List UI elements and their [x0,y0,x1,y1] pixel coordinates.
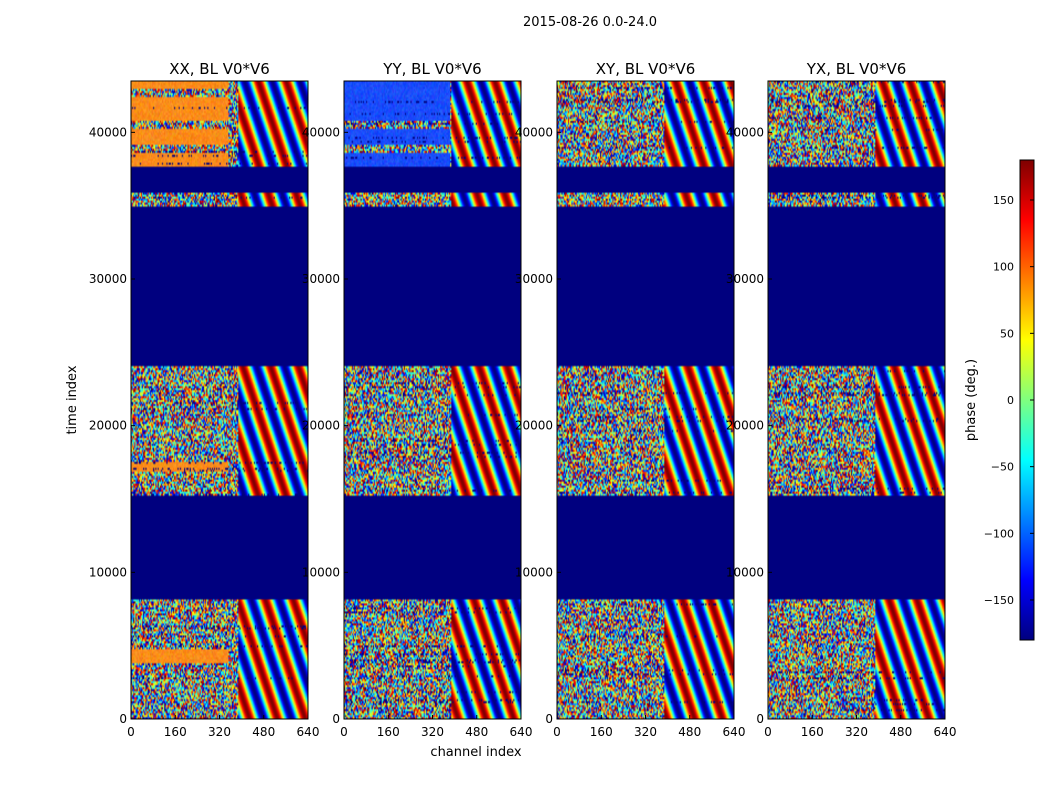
panel-title: XX, BL V0*V6 [169,60,270,78]
x-tick-label: 0 [340,725,348,739]
colorbar-label: phase (deg.) [964,359,979,441]
x-tick-label: 640 [297,725,320,739]
x-tick-label: 320 [634,725,657,739]
panel-title: YY, BL V0*V6 [382,60,481,78]
x-tick-label: 640 [510,725,533,739]
panels: XX, BL V0*V6 0 160 320 480 640 0 10000 20000 3000… [89,60,957,739]
panel-2: XY, BL V0*V6 0 160 320 480 640 0 10000 20000 3000… [515,60,746,739]
y-tick-label: 0 [332,712,340,726]
colorbar-tick-label: −150 [984,594,1014,607]
colorbar: 150 100 50 0 −50 −100 −150 phase (deg.) [964,159,1035,641]
y-tick-label: 40000 [89,125,127,139]
y-axis-label: time index [65,365,80,434]
y-tick-label: 10000 [89,565,127,579]
y-tick-label: 10000 [515,565,553,579]
panel-title: YX, BL V0*V6 [806,60,907,78]
panel-title: XY, BL V0*V6 [596,60,696,78]
y-tick-label: 10000 [302,565,340,579]
heatmap-image [557,81,734,719]
x-tick-label: 0 [764,725,772,739]
colorbar-tick-label: −50 [991,461,1014,474]
y-tick-label: 0 [119,712,127,726]
x-tick-label: 320 [208,725,231,739]
colorbar-tick-label: 50 [1000,327,1014,340]
colorbar-ticks: 150 100 50 0 −50 −100 −150 [984,194,1034,607]
heatmap-image [344,81,521,719]
y-tick-label: 30000 [726,272,764,286]
x-axis-label: channel index [430,745,521,760]
x-tick-label: 480 [465,725,488,739]
x-tick-label: 480 [889,725,912,739]
heatmap-image [131,81,308,719]
y-tick-label: 10000 [726,565,764,579]
x-tick-label: 160 [801,725,824,739]
x-tick-label: 640 [934,725,957,739]
y-tick-label: 20000 [726,419,764,433]
y-tick-label: 0 [545,712,553,726]
y-tick-label: 40000 [726,125,764,139]
x-tick-label: 0 [553,725,561,739]
y-tick-label: 30000 [89,272,127,286]
x-tick-label: 320 [845,725,868,739]
y-tick-label: 40000 [515,125,553,139]
y-tick-label: 0 [756,712,764,726]
panel-0: XX, BL V0*V6 0 160 320 480 640 0 10000 20000 3000… [89,60,320,739]
y-tick-label: 20000 [89,419,127,433]
x-tick-label: 160 [590,725,613,739]
x-tick-label: 480 [678,725,701,739]
y-tick-label: 30000 [302,272,340,286]
y-tick-label: 40000 [302,125,340,139]
colorbar-tick-label: 150 [993,194,1014,207]
panel-3: YX, BL V0*V6 0 160 320 480 640 0 10000 20000 3000… [726,60,957,739]
figure-title: 2015-08-26 0.0-24.0 [523,15,657,30]
y-tick-label: 20000 [515,419,553,433]
x-tick-label: 0 [127,725,135,739]
x-tick-label: 640 [723,725,746,739]
x-tick-label: 160 [377,725,400,739]
colorbar-tick-label: 100 [993,261,1014,274]
colorbar-tick-label: 0 [1007,394,1014,407]
colorbar-tick-label: −100 [984,527,1014,540]
x-tick-label: 480 [252,725,275,739]
x-tick-label: 160 [164,725,187,739]
panel-1: YY, BL V0*V6 0 160 320 480 640 0 10000 20000 3000… [302,60,533,739]
y-tick-label: 20000 [302,419,340,433]
heatmap-image [768,81,945,719]
x-tick-label: 320 [421,725,444,739]
y-tick-label: 30000 [515,272,553,286]
